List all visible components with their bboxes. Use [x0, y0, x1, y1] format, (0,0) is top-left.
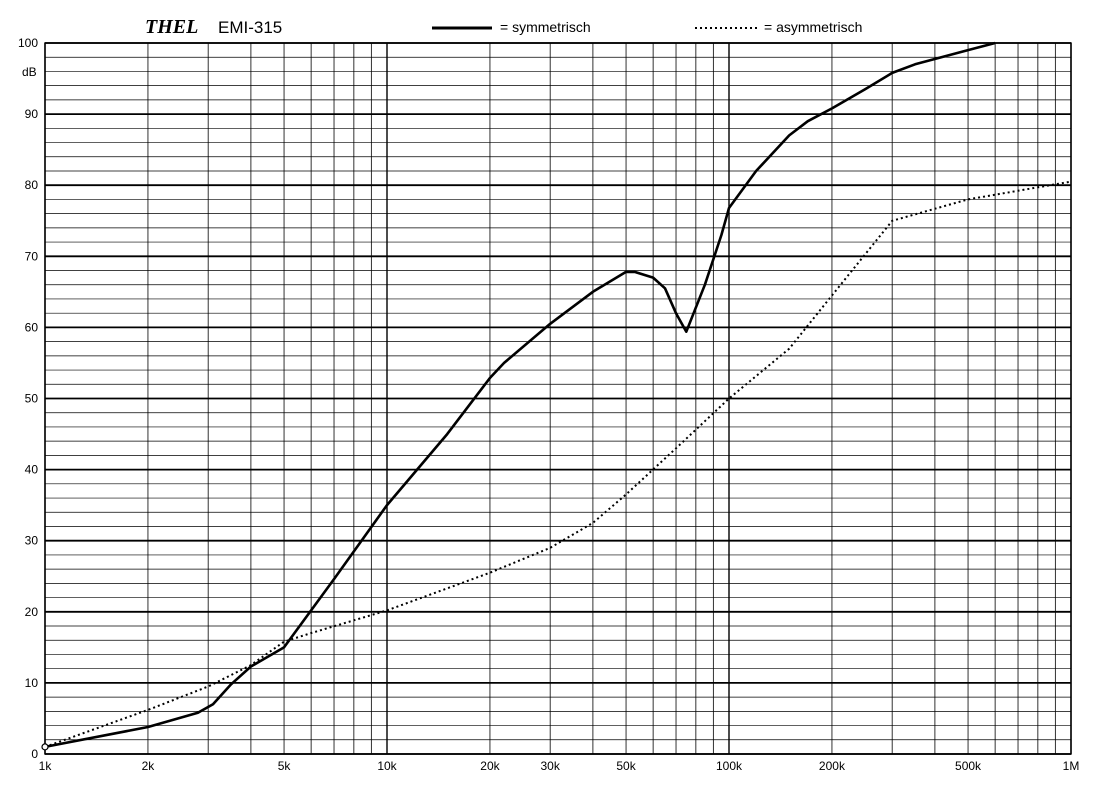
x-tick-label: 20k: [480, 759, 500, 773]
brand-logo: THEL: [145, 16, 198, 38]
x-tick-label: 500k: [955, 759, 982, 773]
x-tick-label: 200k: [819, 759, 846, 773]
x-tick-label: 50k: [616, 759, 636, 773]
x-tick-label: 1M: [1063, 759, 1080, 773]
legend-label-symmetrisch: = symmetrisch: [500, 19, 591, 35]
series-line-symmetrisch: [44, 41, 996, 749]
x-tick-label: 5k: [278, 759, 292, 773]
x-tick-label: 10k: [377, 759, 397, 773]
y-tick-label: 70: [25, 249, 39, 263]
series-line-asymmetrisch: [44, 180, 1072, 748]
y-axis-unit: dB: [22, 65, 37, 79]
x-tick-label: 100k: [716, 759, 743, 773]
x-tick-label: 30k: [540, 759, 560, 773]
y-tick-label: 20: [25, 605, 39, 619]
y-tick-label: 10: [25, 676, 39, 690]
y-tick-label: 80: [25, 178, 39, 192]
y-tick-label: 30: [25, 534, 39, 548]
grid: [44, 42, 1072, 755]
model-label: EMI-315: [218, 18, 282, 37]
y-tick-label: 50: [25, 392, 39, 406]
y-tick-label: 40: [25, 463, 39, 477]
tick-labels: 0 10 20 30 40 50 60 70 80 90 100 1k 2k 5k 10k 20k 30k 50k…: [18, 36, 1079, 773]
x-tick-label: 2k: [142, 759, 156, 773]
y-tick-label: 0: [31, 747, 38, 761]
start-point-marker: [41, 743, 49, 751]
plot-frame: [44, 42, 1072, 755]
legend-label-asymmetrisch: = asymmetrisch: [764, 19, 862, 35]
y-tick-label: 90: [25, 107, 39, 121]
chart-header: THEL EMI-315 = symmetrisch = asymmetrisc…: [145, 16, 862, 38]
plot-lines: [41, 41, 1072, 751]
y-tick-label: 60: [25, 320, 39, 334]
x-tick-label: 1k: [39, 759, 53, 773]
y-tick-label: 100: [18, 36, 38, 50]
